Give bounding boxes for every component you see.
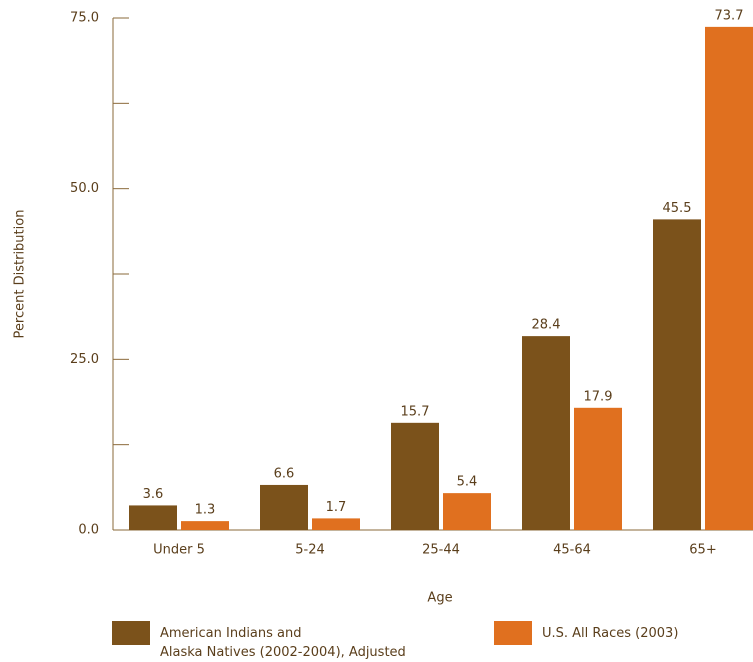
y-tick-label: 0.0 [78,523,99,538]
x-tick-label: 5-24 [295,543,325,558]
bar [522,336,570,530]
value-label: 28.4 [532,318,561,333]
y-tick-label: 75.0 [70,11,99,26]
legend-label: American Indians and Alaska Natives (200… [160,626,406,660]
bar [129,505,177,530]
bar [181,521,229,530]
value-label: 15.7 [401,404,430,419]
bar [260,484,308,530]
y-axis-label: Percent Distribution [13,210,28,339]
value-label: 73.7 [715,8,744,23]
legend-label: U.S. All Races (2003) [542,626,679,641]
value-label: 45.5 [663,201,692,216]
x-tick-label: 65+ [689,543,716,558]
bar [443,493,491,530]
value-label: 1.7 [326,500,347,515]
y-tick-label: 50.0 [70,181,99,196]
value-label: 5.4 [457,475,478,490]
bar [653,219,701,531]
y-tick-label: 25.0 [70,352,99,367]
legend-swatch [494,621,532,645]
x-tick-label: 45-64 [553,543,591,558]
value-label: 17.9 [584,389,613,404]
x-axis-label: Age [427,591,452,606]
bar [574,407,622,530]
legend-swatch [112,621,150,645]
x-tick-label: Under 5 [153,543,205,558]
bar [391,422,439,530]
bar [705,26,753,531]
bar [312,518,360,530]
value-label: 3.6 [143,487,164,502]
x-tick-label: 25-44 [422,543,460,558]
value-label: 1.3 [195,503,216,518]
value-label: 6.6 [274,466,295,481]
